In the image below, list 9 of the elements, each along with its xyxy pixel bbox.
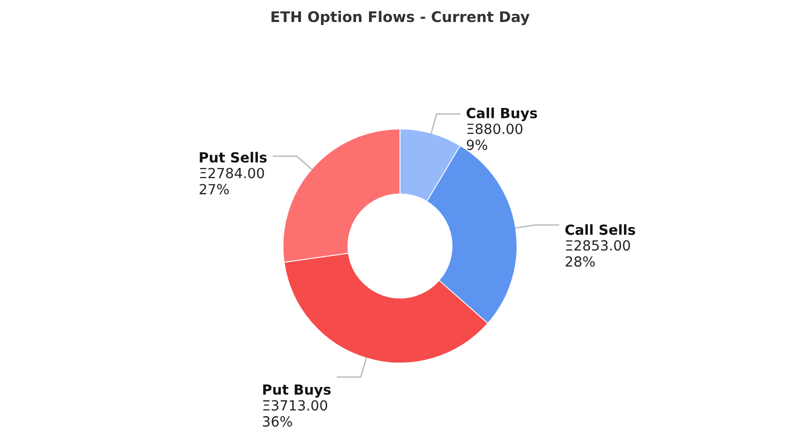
data-label: Ξ2853.00 28% — [566, 240, 630, 267]
slice-label: Put Buys — [263, 384, 331, 398]
data-label: Ξ2784.00 27% — [200, 168, 264, 194]
slice-label: Put Sells — [200, 152, 267, 163]
slice-label: Call Sells — [565, 224, 636, 235]
data-label: Ξ3713.00 36% — [262, 400, 328, 427]
slice-label: Call Buys — [466, 108, 538, 122]
data-label: Ξ880.00 9% — [466, 124, 522, 150]
chart-title: ETH Option Flows - Current Day — [272, 10, 530, 26]
